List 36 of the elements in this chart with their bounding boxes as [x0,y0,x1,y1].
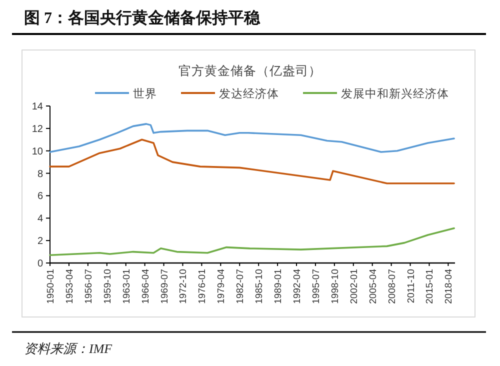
x-tick-label: 1963-01 [121,269,132,304]
x-tick-label: 2005-04 [368,269,379,304]
x-tick-label: 1972-10 [178,269,190,304]
x-tick-label: 1959-10 [102,269,114,304]
x-tick-label: 1979-04 [216,269,228,304]
y-tick-label: 4 [37,214,44,225]
y-tick-label: 2 [37,236,44,248]
x-tick-label: 1995-07 [310,269,322,304]
x-tick-label: 1992-04 [292,269,303,304]
y-tick-label: 8 [37,168,44,180]
x-tick-label: 1966-04 [140,269,152,304]
y-tick-label: 12 [32,124,44,135]
chart-title: 图 7：各国央行黄金储备保持平稳 [24,9,261,27]
y-tick-label: 14 [32,102,44,112]
x-tick-label: 2002-01 [348,269,360,304]
legend-label: 世界 [133,88,157,100]
text: 资料来源：IMF [24,341,114,356]
x-tick-label: 1985-10 [254,269,266,304]
chart-subtitle: 官方黄金储备（亿盎司） [178,63,322,78]
x-tick-label: 2018-04 [444,269,455,304]
x-tick-label: 1956-07 [83,269,94,304]
x-tick-label: 2008-07 [386,269,398,304]
x-tick-label: 1969-07 [159,269,170,304]
legend-label: 发达经济体 [219,86,279,100]
x-tick-label: 1953-04 [64,269,76,304]
y-tick-label: 6 [37,191,44,202]
x-tick-label: 1998-10 [330,269,341,304]
x-tick-label: 1982-07 [235,269,246,304]
x-tick-label: 1950-01 [46,269,56,304]
x-tick-label: 1989-01 [273,269,284,304]
x-tick-label: 1976-01 [197,269,208,304]
y-tick-label: 10 [32,146,44,158]
legend-label: 发展中和新兴经济体 [341,86,449,100]
x-tick-label: 2011-10 [406,269,417,304]
y-tick-label: 0 [37,258,44,270]
x-tick-label: 2015-01 [424,269,436,304]
